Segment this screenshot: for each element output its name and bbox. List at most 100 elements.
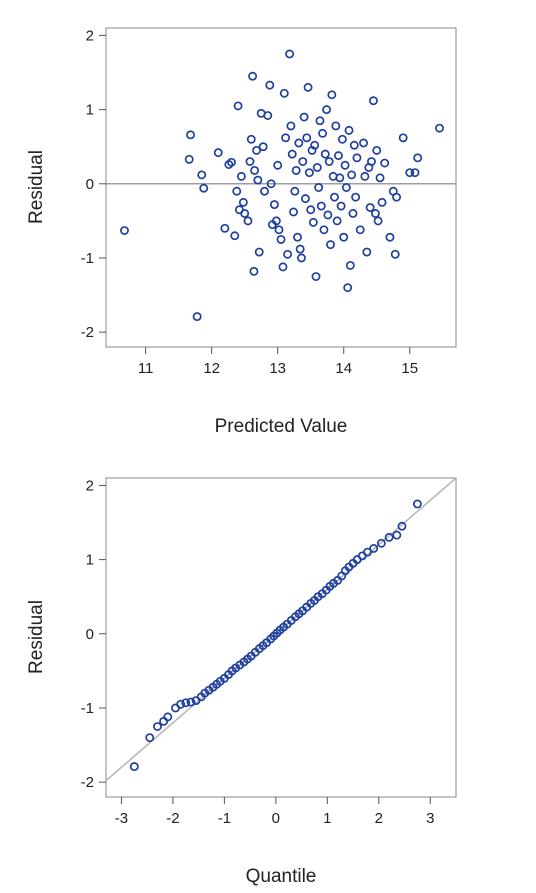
data-point — [283, 249, 293, 259]
data-point — [285, 49, 295, 59]
data-point — [186, 697, 196, 707]
data-point — [245, 157, 255, 166]
data-point — [331, 121, 341, 131]
data-point — [298, 157, 308, 166]
data-point — [319, 225, 329, 235]
data-point — [276, 234, 286, 244]
data-point — [362, 247, 372, 257]
data-point — [367, 157, 376, 166]
data-point — [397, 521, 407, 531]
data-point — [372, 145, 382, 155]
data-point — [376, 538, 386, 548]
data-point — [238, 197, 248, 207]
data-point — [326, 240, 335, 250]
data-point — [232, 186, 242, 196]
data-point — [145, 733, 155, 743]
data-point — [348, 209, 358, 218]
data-point — [410, 168, 420, 178]
data-point — [271, 216, 281, 226]
data-point — [186, 130, 195, 140]
data-point — [265, 80, 275, 90]
data-point — [344, 125, 354, 135]
data-point — [252, 145, 262, 155]
data-point — [192, 312, 202, 322]
data-point — [363, 547, 372, 557]
data-point — [413, 153, 423, 163]
y-tick-label: -1 — [81, 700, 94, 717]
y-tick-label: 2 — [86, 477, 94, 494]
plot-frame — [105, 27, 457, 348]
data-point — [318, 128, 328, 138]
data-point — [412, 499, 422, 509]
y-axis-label: Residual — [26, 600, 47, 674]
data-point — [287, 149, 297, 159]
x-tick-label: 13 — [269, 360, 286, 377]
data-point — [254, 247, 264, 257]
qq-plot-panel: -3 -2 -1 0 1 2 3 -2 -1 0 1 2 Quantile Residual — [26, 477, 457, 887]
y-tick-label: 0 — [86, 626, 94, 643]
data-point — [233, 101, 243, 111]
data-point — [380, 158, 390, 168]
data-point — [286, 121, 296, 131]
data-point — [311, 272, 321, 281]
data-point — [243, 216, 253, 226]
data-point — [369, 96, 378, 106]
data-point — [392, 192, 402, 202]
data-point — [337, 134, 347, 144]
data-point — [392, 530, 402, 540]
data-point — [281, 133, 291, 143]
y-tick-label: -2 — [81, 324, 94, 341]
data-point — [316, 201, 326, 211]
x-tick-label: 11 — [138, 360, 154, 377]
data-point — [260, 186, 269, 196]
data-point — [278, 262, 288, 272]
y-tick-label: 1 — [86, 102, 94, 119]
data-point — [129, 762, 139, 772]
data-point — [273, 160, 283, 170]
data-point — [322, 105, 332, 115]
data-point — [312, 163, 322, 172]
data-point — [303, 82, 313, 92]
x-tick-label: -2 — [166, 810, 179, 827]
data-point — [359, 138, 368, 148]
data-point — [120, 226, 129, 235]
data-point — [266, 179, 276, 189]
data-point — [384, 532, 394, 542]
data-point — [352, 153, 362, 163]
data-point — [258, 142, 268, 152]
x-tick-label: -3 — [115, 810, 128, 827]
data-point — [314, 183, 324, 192]
x-axis-label: Predicted Value — [215, 416, 348, 437]
data-point — [220, 223, 230, 233]
x-tick-label: 0 — [272, 810, 280, 827]
data-point — [390, 249, 400, 259]
data-point — [249, 266, 259, 276]
y-axis-label: Residual — [26, 150, 47, 224]
data-point — [336, 201, 346, 211]
x-tick-label: 2 — [375, 810, 383, 827]
data-point — [153, 722, 162, 731]
data-point — [293, 232, 302, 242]
data-point — [227, 157, 236, 167]
data-point — [355, 225, 365, 235]
data-point — [302, 133, 312, 143]
data-point — [315, 116, 325, 126]
data-point — [324, 157, 334, 166]
data-point — [320, 149, 330, 159]
data-point — [365, 203, 375, 212]
data-point — [405, 168, 415, 178]
data-point — [290, 186, 300, 196]
data-point — [300, 194, 310, 204]
x-tick-label: 3 — [426, 810, 434, 827]
data-point — [332, 216, 342, 226]
data-point — [398, 133, 408, 143]
x-tick-label: 1 — [323, 810, 331, 827]
data-point — [339, 232, 349, 242]
data-point — [308, 217, 318, 227]
data-point — [294, 138, 304, 148]
data-point — [197, 170, 207, 180]
data-point — [334, 151, 343, 161]
data-point — [289, 207, 298, 217]
